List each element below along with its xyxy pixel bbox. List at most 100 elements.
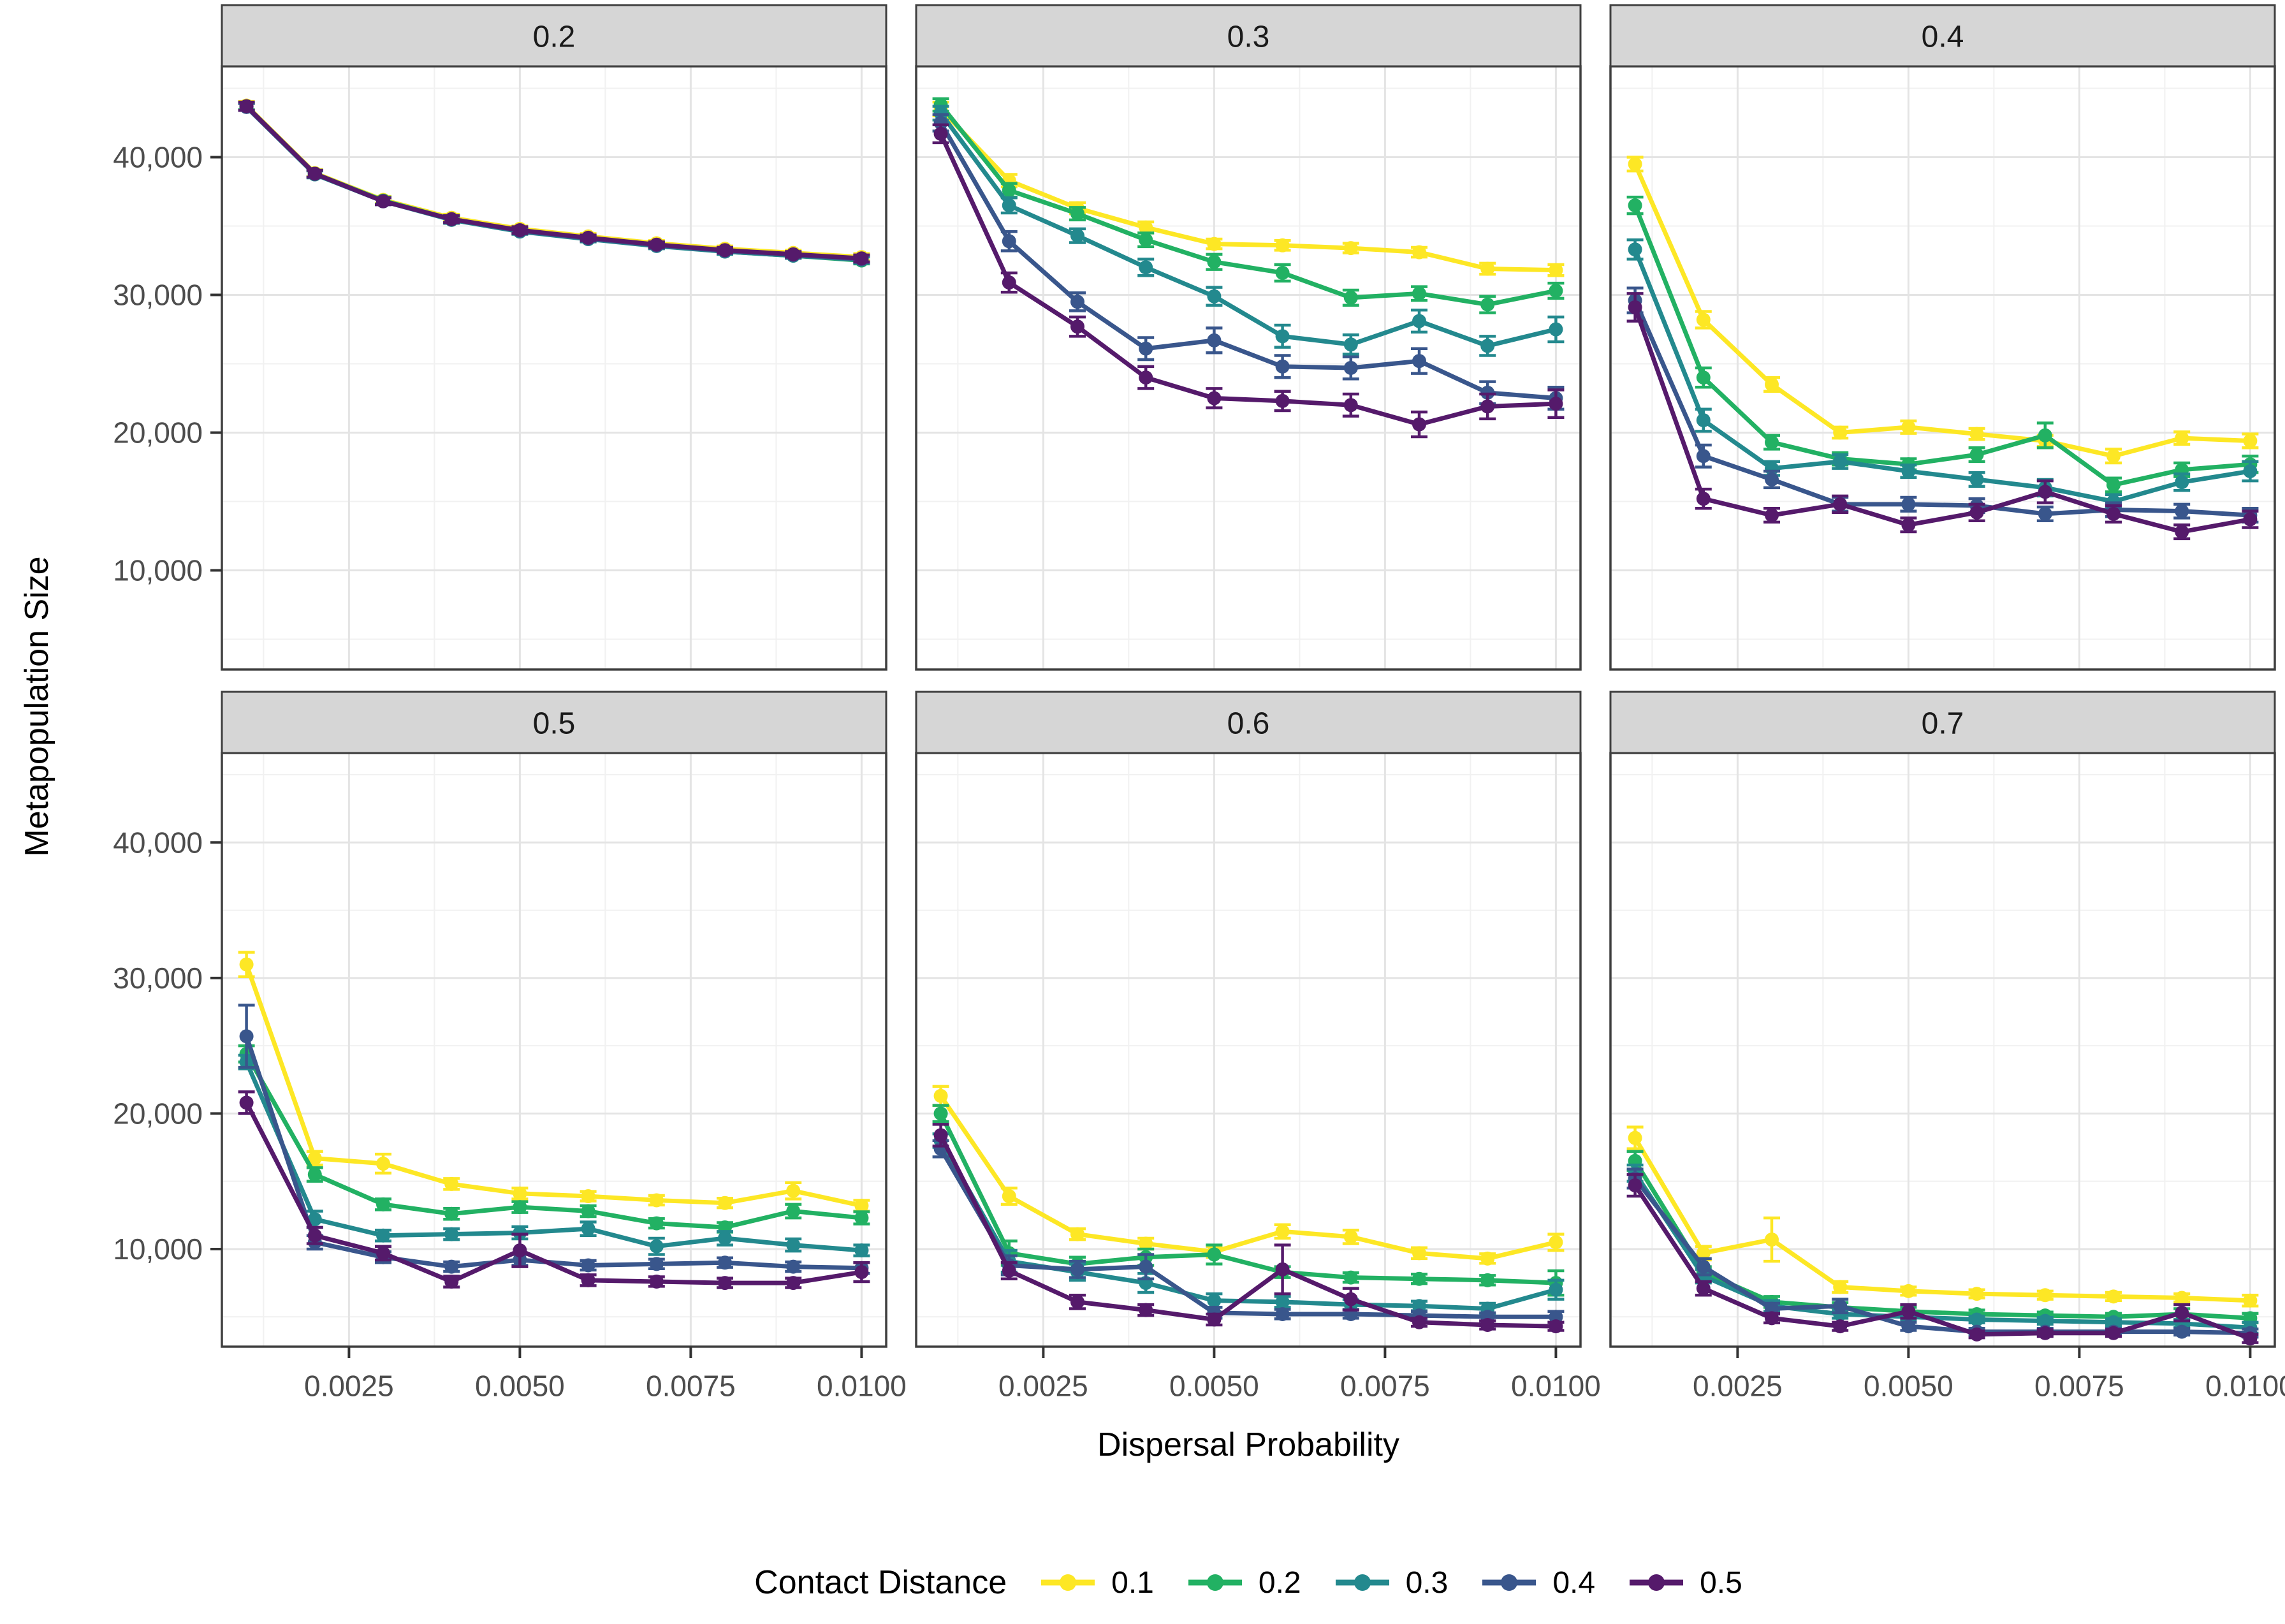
data-point <box>1412 314 1427 328</box>
data-point <box>1139 341 1153 356</box>
series-0.5 <box>238 99 870 266</box>
series-line <box>938 121 1556 401</box>
facet-strip <box>1609 691 2276 754</box>
data-point <box>239 1029 254 1044</box>
data-point <box>2243 1293 2258 1308</box>
data-point <box>1480 1251 1495 1266</box>
data-point <box>1901 518 1916 532</box>
legend-key-icon <box>1188 1574 1242 1591</box>
panel-background <box>222 66 886 669</box>
data-point <box>649 1274 664 1289</box>
series-line <box>1633 163 2251 458</box>
legend-item-0.4: 0.4 <box>1481 1565 1595 1600</box>
series-0.1 <box>932 1085 1565 1266</box>
data-point <box>1549 1282 1563 1297</box>
data-point <box>1696 312 1711 327</box>
data-point <box>1969 1327 1984 1342</box>
series-line <box>244 1035 862 1271</box>
data-point <box>2243 1331 2258 1346</box>
series-line <box>938 133 1556 427</box>
data-point <box>444 1259 459 1274</box>
data-point <box>718 1196 733 1210</box>
x-tick-label: 0.0100 <box>817 1370 907 1403</box>
data-point <box>1833 425 1848 440</box>
data-point <box>718 1255 733 1270</box>
data-point <box>1696 449 1711 464</box>
data-point <box>1343 361 1358 375</box>
data-point <box>933 115 948 130</box>
data-point <box>933 126 948 141</box>
series-line <box>244 1101 862 1285</box>
data-point <box>1833 497 1848 511</box>
data-point <box>2106 506 2121 521</box>
x-tick-label: 0.0025 <box>1693 1370 1783 1403</box>
data-point <box>2243 512 2258 527</box>
data-point <box>1275 265 1290 280</box>
data-point <box>1412 354 1427 369</box>
data-point <box>581 1222 595 1236</box>
data-point <box>1833 1299 1848 1313</box>
data-point <box>718 1276 733 1291</box>
data-point <box>1696 1259 1711 1274</box>
data-point <box>444 1206 459 1221</box>
data-point <box>1343 398 1358 413</box>
x-tick-label: 0.0050 <box>475 1370 565 1403</box>
data-point <box>1696 370 1711 385</box>
data-point <box>854 251 869 266</box>
legend-items: 0.1 0.2 0.3 0.4 0.5 <box>1040 1565 1742 1600</box>
data-point <box>786 1276 801 1291</box>
facet-panel-0.6: 0.6 0.0025 0.0050 0.0075 0.0100 <box>915 691 1601 1403</box>
series-0.2 <box>932 97 1565 314</box>
data-point <box>2175 504 2189 518</box>
data-point <box>1628 300 1642 314</box>
x-tick-label: 0.0050 <box>1169 1370 1259 1403</box>
data-point <box>933 1088 948 1103</box>
data-point <box>581 230 595 245</box>
x-axis-title: Dispersal Probability <box>1097 1426 1399 1463</box>
x-tick-label: 0.0075 <box>646 1370 736 1403</box>
data-point <box>1207 391 1222 406</box>
data-point <box>854 1198 869 1213</box>
facet-strip <box>915 4 1582 68</box>
data-point <box>1764 508 1779 523</box>
data-point <box>1343 337 1358 352</box>
data-point <box>1901 464 1916 478</box>
facet-panel-0.3: 0.3 <box>915 4 1582 671</box>
data-point <box>1696 492 1711 506</box>
x-tick-label: 0.0075 <box>2034 1370 2124 1403</box>
data-point <box>1628 1178 1642 1193</box>
data-point <box>1696 1246 1711 1261</box>
facet-strip <box>1609 4 2276 68</box>
data-point <box>1002 1263 1016 1278</box>
panel-background <box>916 66 1581 669</box>
data-point <box>933 1128 948 1143</box>
series-line <box>1633 1184 2251 1341</box>
data-point <box>239 957 254 972</box>
data-point <box>2243 464 2258 478</box>
series-0.5 <box>932 1123 1565 1334</box>
data-point <box>854 1265 869 1280</box>
y-tick-label: 40,000 <box>113 141 203 174</box>
data-point <box>1275 1294 1290 1309</box>
data-point <box>2038 428 2052 443</box>
data-point <box>513 1243 527 1258</box>
series-line <box>1633 1136 2251 1303</box>
data-point <box>1764 472 1779 486</box>
facet-strip <box>221 691 887 754</box>
series-line <box>938 1094 1557 1261</box>
data-point <box>1275 393 1290 408</box>
data-point <box>786 1259 801 1274</box>
data-point <box>1969 1312 1984 1327</box>
data-point <box>2106 449 2121 464</box>
data-point <box>1628 157 1642 172</box>
data-point <box>1002 275 1016 290</box>
data-point <box>307 1167 322 1182</box>
legend-item-0.5: 0.5 <box>1628 1565 1742 1600</box>
data-point <box>444 1227 459 1241</box>
data-point <box>1002 198 1016 213</box>
data-point <box>1139 1236 1153 1251</box>
y-tick-label: 30,000 <box>113 962 203 995</box>
data-point <box>649 1257 664 1271</box>
data-point <box>1480 1273 1495 1287</box>
data-point <box>1412 286 1427 301</box>
